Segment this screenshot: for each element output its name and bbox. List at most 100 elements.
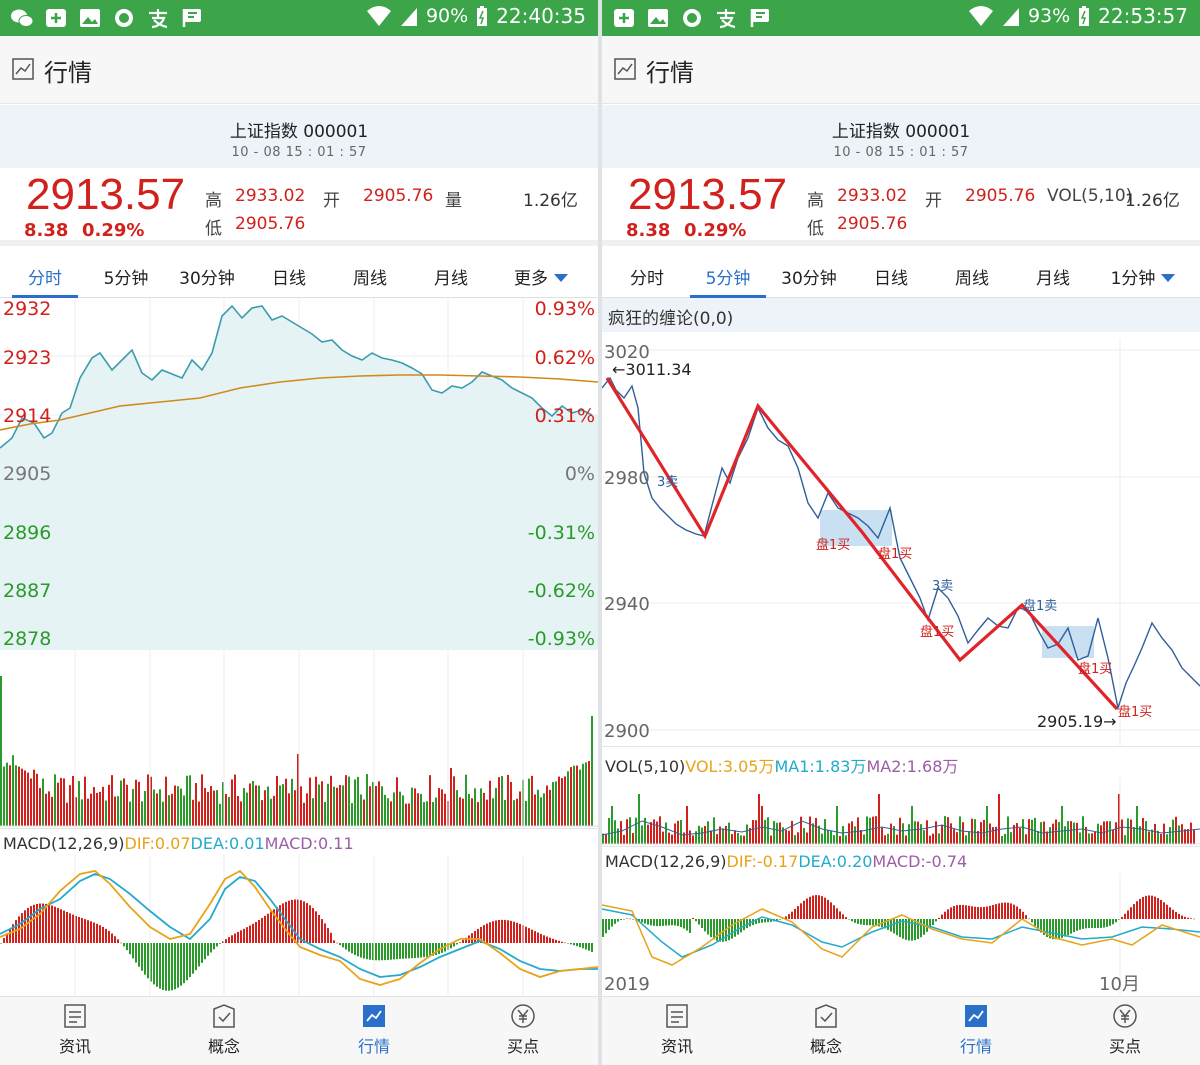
- macd-bar: [75, 915, 77, 943]
- volume-bar: [42, 778, 44, 826]
- volume-bar: [321, 781, 323, 826]
- macd-bar: [255, 921, 257, 943]
- volume-bar: [510, 781, 512, 826]
- nav-buy-point[interactable]: 买点: [473, 1003, 573, 1057]
- volume-bar: [854, 826, 856, 844]
- volume-bar: [983, 819, 985, 844]
- macd-bar: [288, 900, 290, 943]
- macd-bar: [486, 923, 488, 943]
- macd-bar: [1172, 909, 1174, 919]
- volume-bar: [474, 788, 476, 826]
- volume-bar: [75, 797, 77, 826]
- volume-bar: [695, 831, 697, 844]
- macd-bar: [836, 908, 838, 919]
- tab-daily[interactable]: 日线: [874, 269, 908, 289]
- last-price: 2913.57: [628, 170, 788, 219]
- macd-bar: [189, 943, 191, 978]
- tab-30min[interactable]: 30分钟: [781, 269, 837, 289]
- macd-bar: [989, 905, 991, 919]
- volume-bar: [564, 776, 566, 826]
- volume-bar: [228, 796, 230, 826]
- macd-bar: [704, 919, 706, 932]
- tab-daily[interactable]: 日线: [272, 269, 306, 289]
- volume-bar: [537, 789, 539, 826]
- macd-bar: [716, 919, 718, 941]
- volume-bar: [929, 835, 931, 844]
- tab-5min[interactable]: 5分钟: [103, 269, 149, 289]
- volume-bar: [102, 786, 104, 826]
- tab-intraday[interactable]: 分时: [28, 269, 62, 289]
- macd-bar: [998, 903, 1000, 919]
- volume-bar: [480, 788, 482, 826]
- nav-buy-point[interactable]: 买点: [1075, 1003, 1175, 1057]
- volume-bar: [686, 806, 688, 844]
- tab-monthly[interactable]: 月线: [434, 269, 468, 289]
- nav-label: 资讯: [58, 1037, 91, 1056]
- macd-bar: [369, 943, 371, 960]
- nav-concept[interactable]: 概念: [174, 1003, 274, 1057]
- volume-bar: [174, 785, 176, 826]
- price-line: [602, 376, 1200, 711]
- volume-bar: [405, 803, 407, 826]
- macd-bar: [105, 928, 107, 943]
- volume-bar: [360, 794, 362, 826]
- volume-bar: [438, 788, 440, 826]
- macd-bar: [405, 943, 407, 959]
- volume-bar: [414, 788, 416, 826]
- macd-bar: [632, 919, 634, 920]
- macd-bar: [477, 928, 479, 943]
- macd-bar: [273, 909, 275, 943]
- macd-bar: [638, 919, 640, 922]
- macd-bar: [1097, 919, 1099, 928]
- dif-value: DIF:0.07: [124, 834, 191, 853]
- tab-5min[interactable]: 5分钟: [705, 269, 751, 289]
- macd-bar: [327, 928, 329, 943]
- nav-market[interactable]: 行情: [926, 1003, 1026, 1057]
- nav-news[interactable]: 资讯: [627, 1003, 727, 1057]
- volume-bar: [219, 803, 221, 826]
- yuan-icon: [511, 1004, 535, 1028]
- macd-bar: [968, 905, 970, 919]
- tab-weekly[interactable]: 周线: [955, 269, 989, 289]
- macd-bar: [480, 926, 482, 943]
- tab-1min[interactable]: 1分钟: [1097, 264, 1189, 289]
- tab-30min[interactable]: 30分钟: [179, 269, 235, 289]
- nav-news[interactable]: 资讯: [25, 1003, 125, 1057]
- macd-bar: [210, 943, 212, 953]
- volume-bar: [270, 798, 272, 826]
- macd-bar: [285, 901, 287, 943]
- macd-bar: [761, 919, 763, 923]
- macd-bar: [797, 906, 799, 919]
- tab-weekly[interactable]: 周线: [353, 269, 387, 289]
- macd-bar: [171, 943, 173, 991]
- nav-market[interactable]: 行情: [324, 1003, 424, 1057]
- volume-bar: [647, 824, 649, 844]
- volume-bar: [240, 801, 242, 826]
- volume-bar: [809, 816, 811, 844]
- macd-bar: [944, 911, 946, 919]
- add-box-icon: [614, 9, 634, 27]
- nav-concept[interactable]: 概念: [776, 1003, 876, 1057]
- volume-bar: [1004, 833, 1006, 844]
- tab-intraday[interactable]: 分时: [630, 269, 664, 289]
- tab-monthly[interactable]: 月线: [1036, 269, 1070, 289]
- macd-bar: [498, 920, 500, 943]
- nav-label: 行情: [357, 1037, 390, 1056]
- macd-bar: [87, 920, 89, 943]
- volume-bar: [812, 823, 814, 844]
- volume-bar: [995, 826, 997, 844]
- volume-bar: [1151, 829, 1153, 844]
- macd-bar: [474, 930, 476, 943]
- kline-svg: 3020 2980 2940 2900 ←3011.34 2905.19→ 3卖…: [602, 338, 1200, 746]
- macd-bar: [698, 919, 700, 925]
- macd-bar: [225, 939, 227, 943]
- macd-bar: [177, 943, 179, 988]
- macd-bar: [953, 906, 955, 919]
- volume-bar: [276, 775, 278, 826]
- volume-bar: [108, 784, 110, 826]
- tab-more[interactable]: 更多: [495, 264, 587, 289]
- macd-bar: [1070, 919, 1072, 934]
- macd-bar: [1034, 919, 1036, 926]
- quote-summary: 2913.57 8.38 0.29% 高 2933.02 开 2905.76 量…: [0, 168, 598, 246]
- pct-tick-label: 0.31%: [535, 405, 595, 427]
